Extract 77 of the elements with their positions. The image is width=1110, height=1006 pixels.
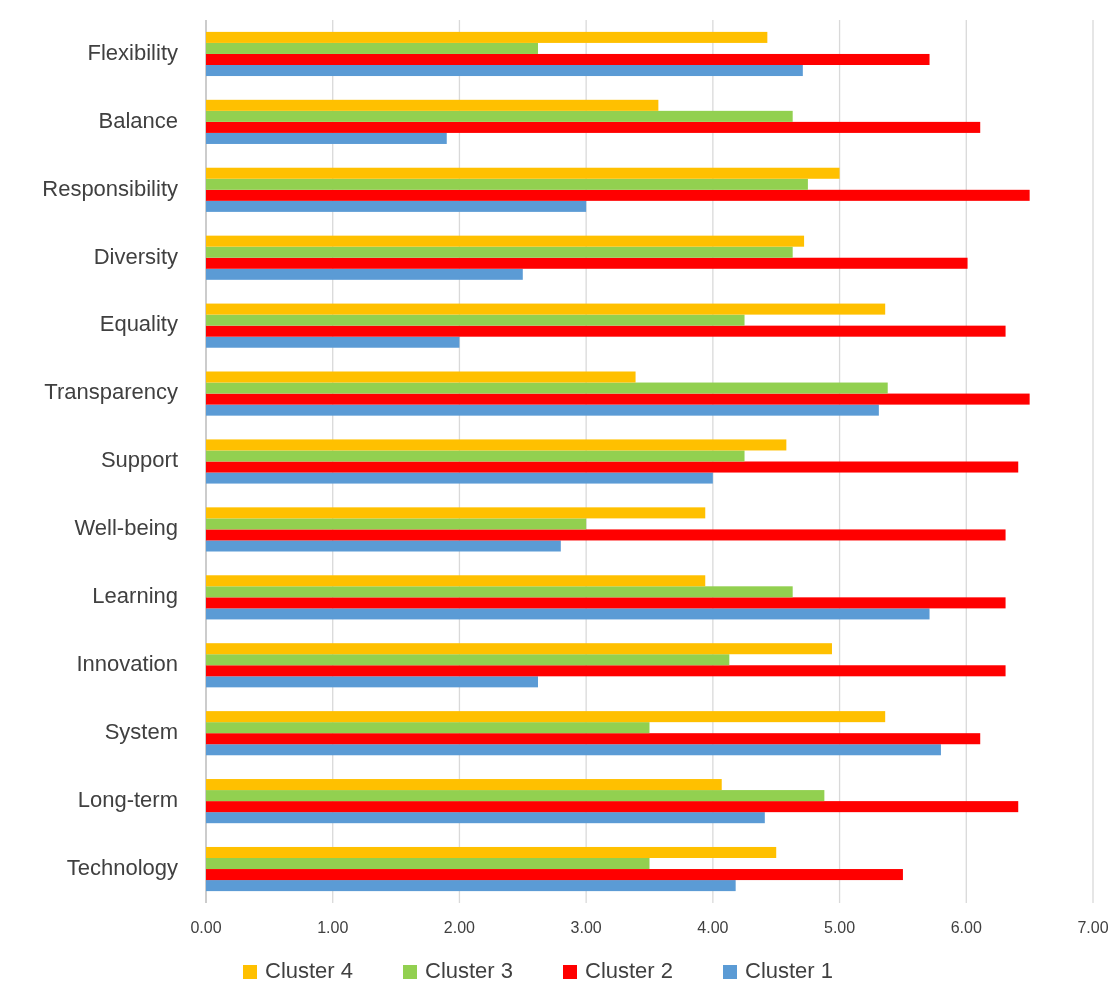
- bar: [206, 439, 787, 451]
- bar: [206, 257, 968, 269]
- x-tick-label: 7.00: [1077, 919, 1109, 936]
- bar: [206, 575, 706, 587]
- bar: [206, 246, 793, 258]
- bar: [206, 99, 659, 111]
- bar: [206, 722, 650, 734]
- x-tick-label: 6.00: [950, 919, 982, 936]
- bar: [206, 393, 1030, 405]
- bar: [206, 110, 793, 122]
- bar: [206, 676, 538, 688]
- x-tick-label: 3.00: [570, 919, 602, 936]
- x-tick-label: 5.00: [824, 919, 856, 936]
- bar: [206, 597, 1006, 609]
- bar: [206, 518, 587, 530]
- y-tick-label: Flexibility: [87, 39, 178, 65]
- bar: [206, 654, 730, 666]
- bar: [206, 733, 981, 745]
- legend-label: Cluster 2: [585, 957, 674, 983]
- bar: [206, 529, 1006, 541]
- y-tick-label: Equality: [99, 311, 178, 337]
- bar: [206, 167, 840, 179]
- bar: [206, 200, 587, 212]
- bar: [206, 132, 447, 144]
- bar: [206, 189, 1030, 201]
- bar: [206, 790, 825, 802]
- x-tick-label: 4.00: [697, 919, 729, 936]
- legend-label: Cluster 4: [265, 957, 354, 983]
- x-tick-label: 2.00: [443, 919, 476, 936]
- bar: [206, 65, 803, 77]
- bar: [206, 540, 561, 552]
- bar: [206, 779, 722, 791]
- bar: [206, 472, 713, 484]
- bar: [206, 336, 460, 348]
- bar: [206, 744, 941, 756]
- y-tick-label: Long-term: [77, 786, 178, 812]
- bar: [206, 858, 650, 870]
- bar: [206, 643, 832, 655]
- bar: [206, 371, 636, 383]
- bar: [206, 121, 981, 133]
- y-tick-label: Responsibility: [42, 175, 178, 201]
- bar: [206, 801, 1019, 813]
- bar: [206, 586, 793, 598]
- x-tick-label: 0.00: [190, 919, 222, 936]
- bar: [206, 846, 777, 858]
- bar: [206, 404, 879, 416]
- x-tick-label: 1.00: [317, 919, 349, 936]
- y-tick-label: Support: [100, 447, 178, 473]
- bar: [206, 235, 805, 247]
- bar: [206, 325, 1006, 337]
- bar: [206, 869, 903, 881]
- y-tick-label: Technology: [66, 854, 178, 880]
- bar: [206, 608, 930, 620]
- bar: [206, 178, 808, 190]
- y-tick-label: Learning: [92, 583, 178, 609]
- bar: [206, 450, 745, 462]
- bar: [206, 53, 930, 65]
- bar: [206, 711, 886, 723]
- bar: [206, 812, 765, 824]
- y-tick-label: System: [104, 719, 178, 744]
- y-tick-label: Balance: [98, 107, 178, 133]
- bar: [206, 880, 736, 892]
- bar: [206, 314, 745, 326]
- y-tick-label: Diversity: [93, 243, 178, 269]
- y-tick-label: Transparency: [44, 379, 178, 405]
- bar: [206, 268, 523, 280]
- bar: [206, 665, 1006, 677]
- bar: [206, 382, 888, 394]
- bar: [206, 507, 706, 519]
- bar: [206, 31, 768, 43]
- bar: [206, 42, 538, 54]
- legend-label: Cluster 3: [425, 957, 514, 983]
- legend-label: Cluster 1: [745, 957, 834, 983]
- bar: [206, 461, 1019, 473]
- y-tick-label: Innovation: [76, 651, 178, 677]
- y-tick-label: Well-being: [74, 515, 178, 541]
- bar: [206, 303, 886, 315]
